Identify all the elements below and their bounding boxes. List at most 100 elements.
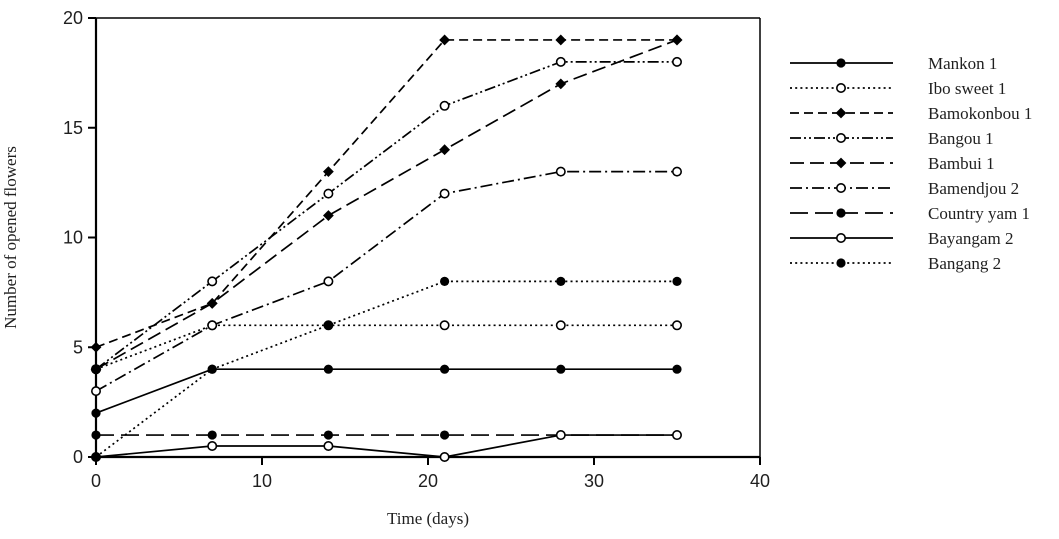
data-point-marker-0	[91, 408, 101, 418]
x-tick-label: 40	[750, 471, 770, 491]
data-point-marker-6	[207, 430, 217, 440]
data-point-marker-4	[90, 363, 102, 375]
data-point-marker-5	[671, 166, 682, 177]
series-mankon-1	[91, 364, 682, 418]
x-tick-label: 20	[418, 471, 438, 491]
data-point-marker-0	[440, 364, 450, 374]
data-point-marker-0	[556, 364, 566, 374]
data-point-marker-5	[323, 276, 334, 287]
data-point-marker-3	[323, 188, 334, 199]
x-axis-title: Time (days)	[387, 509, 469, 528]
legend-item-mankon-1: Mankon 1	[790, 54, 997, 73]
data-point-marker-7	[207, 441, 218, 452]
data-point-marker-5	[207, 320, 218, 331]
series-line	[95, 434, 677, 458]
legend-item-bangang-2: Bangang 2	[790, 254, 1001, 273]
legend-label: Bangang 2	[928, 254, 1001, 273]
data-point-marker-legend	[835, 107, 847, 119]
data-point-marker-legend	[835, 133, 846, 144]
data-point-marker-legend	[835, 157, 847, 169]
data-point-marker-2	[439, 34, 450, 46]
series-line	[95, 39, 678, 370]
data-point-marker-0	[672, 364, 682, 374]
data-point-marker-8	[323, 320, 333, 330]
legend-item-bamokonbou-1: Bamokonbou 1	[790, 104, 1032, 123]
data-point-marker-2	[90, 341, 102, 353]
legend-item-country-yam-1: Country yam 1	[790, 204, 1030, 223]
x-tick-label: 10	[252, 471, 272, 491]
legend-label: Country yam 1	[928, 204, 1030, 223]
data-point-marker-2	[323, 166, 334, 178]
data-point-marker-1	[671, 320, 682, 331]
series-bangou-1	[91, 56, 682, 375]
series-line	[95, 324, 677, 370]
data-point-marker-6	[440, 430, 450, 440]
data-point-marker-legend	[836, 258, 846, 268]
legend-item-ibo-sweet-1: Ibo sweet 1	[790, 79, 1006, 98]
data-point-marker-8	[556, 276, 566, 286]
y-axis-title: Number of opened flowers	[1, 146, 20, 329]
data-point-marker-3	[555, 56, 566, 67]
x-tick-label: 0	[91, 471, 101, 491]
series-bambui-1	[90, 34, 683, 375]
series-bangang-2	[91, 276, 682, 462]
data-point-marker-4	[671, 34, 683, 46]
series-line	[95, 280, 677, 458]
data-point-marker-6	[323, 430, 333, 440]
x-tick-label: 30	[584, 471, 604, 491]
legend: Mankon 1 Ibo sweet 1 Bamokonbou 1 Bangou 1 B…	[790, 54, 1032, 273]
data-point-marker-4	[555, 78, 567, 90]
data-point-marker-legend	[836, 58, 846, 68]
series-bamendjou-2	[91, 166, 682, 397]
data-point-marker-5	[91, 386, 102, 397]
data-point-marker-3	[671, 56, 682, 67]
data-point-marker-4	[439, 144, 450, 156]
legend-item-bambui-1: Bambui 1	[790, 154, 995, 173]
legend-label: Mankon 1	[928, 54, 997, 73]
data-point-marker-8	[207, 364, 217, 374]
y-tick-label: 15	[63, 118, 83, 138]
data-point-marker-0	[323, 364, 333, 374]
data-point-marker-7	[323, 441, 334, 452]
data-point-marker-4	[206, 297, 218, 309]
data-point-marker-5	[555, 166, 566, 177]
data-point-marker-7	[555, 430, 566, 441]
legend-item-bangou-1: Bangou 1	[790, 129, 994, 148]
axes: 0 5 10 15 20 0 10 20 30 40 Number of opened flower…	[1, 8, 770, 528]
series-ibo-sweet-1	[91, 320, 682, 375]
legend-item-bamendjou-2: Bamendjou 2	[790, 179, 1019, 198]
data-point-marker-2	[555, 34, 567, 46]
legend-label: Bambui 1	[928, 154, 995, 173]
data-point-marker-7	[439, 451, 450, 462]
y-tick-label: 20	[63, 8, 83, 28]
data-point-marker-8	[91, 452, 101, 462]
data-point-marker-3	[207, 276, 218, 287]
data-point-marker-legend	[835, 83, 846, 94]
data-point-marker-5	[439, 188, 450, 199]
data-point-marker-7	[671, 430, 682, 441]
series-line	[95, 39, 677, 349]
data-point-marker-legend	[835, 183, 846, 194]
data-point-marker-6	[91, 430, 101, 440]
data-point-marker-8	[672, 276, 682, 286]
y-tick-label: 0	[73, 447, 83, 467]
series-line	[95, 368, 677, 414]
data-point-marker-legend	[836, 208, 846, 218]
data-point-marker-4	[323, 210, 334, 221]
legend-item-bayangam-2: Bayangam 2	[790, 229, 1013, 248]
legend-label: Bamokonbou 1	[928, 104, 1032, 123]
y-tick-label: 5	[73, 337, 83, 357]
data-point-marker-1	[555, 320, 566, 331]
series-bamokonbou-1	[90, 34, 683, 353]
data-point-marker-1	[439, 320, 450, 331]
series-line	[95, 61, 677, 370]
data-point-marker-8	[440, 276, 450, 286]
data-point-marker-3	[439, 100, 450, 111]
series-line	[95, 170, 677, 392]
data-point-marker-legend	[835, 233, 846, 244]
legend-label: Bangou 1	[928, 129, 994, 148]
legend-label: Bamendjou 2	[928, 179, 1019, 198]
legend-label: Ibo sweet 1	[928, 79, 1006, 98]
